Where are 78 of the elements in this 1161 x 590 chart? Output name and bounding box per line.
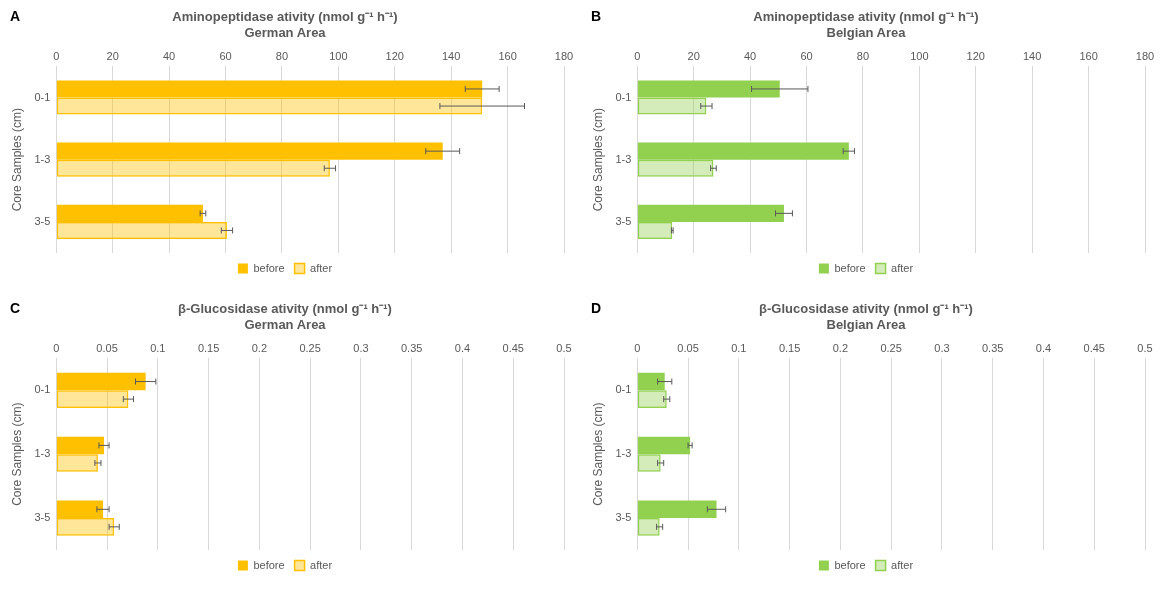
x-tick-label: 0.25 [299, 341, 321, 354]
y-tick-label: 0-1 [615, 90, 632, 103]
x-tick-label: 160 [498, 49, 517, 62]
x-tick-label: 40 [744, 49, 757, 62]
legend-label: before [834, 558, 866, 571]
x-tick-label: 100 [910, 49, 929, 62]
y-tick-label: 1-3 [34, 152, 51, 165]
x-tick-label: 180 [554, 49, 574, 62]
legend-label: before [253, 558, 285, 571]
x-tick-label: 20 [106, 49, 119, 62]
x-tick-label: 0.5 [1137, 341, 1153, 354]
legend-label: after [891, 558, 914, 571]
x-tick-label: 0 [53, 341, 60, 354]
x-tick-label: 0.35 [981, 341, 1004, 354]
legend-label: before [253, 261, 285, 274]
x-tick-label: 60 [219, 49, 232, 62]
chart-title: β-Glucosidase ativity (nmol g⁻¹ h⁻¹) [178, 301, 392, 317]
y-tick-label: 1-3 [615, 152, 632, 165]
text: C [10, 299, 21, 316]
x-tick-label: 0.45 [502, 341, 524, 354]
text: A [10, 7, 21, 24]
legend-label: after [891, 261, 914, 274]
x-tick-label: 0.1 [731, 341, 747, 354]
x-tick-label: 0 [634, 49, 641, 62]
y-tick-label: 3-5 [615, 214, 632, 227]
x-tick-label: 100 [329, 49, 348, 62]
x-tick-label: 160 [1079, 49, 1098, 62]
legend-label: before [834, 261, 866, 274]
x-tick-label: 0.05 [677, 341, 699, 354]
legend-label: after [310, 261, 333, 274]
chart-title: Aminopeptidase ativity (nmol g⁻¹ h⁻¹) [172, 9, 398, 25]
x-tick-label: 0.5 [556, 341, 572, 354]
y-tick-label: 3-5 [34, 214, 51, 227]
x-tick-label: 140 [442, 49, 461, 62]
chart-subtitle: Belgian Area [826, 316, 907, 332]
x-tick-label: 80 [275, 49, 289, 62]
chart-subtitle: Belgian Area [826, 24, 907, 40]
x-tick-label: 0.15 [778, 341, 801, 354]
x-tick-label: 0.05 [96, 341, 118, 354]
x-tick-label: 0.4 [1035, 341, 1052, 354]
x-tick-label: 180 [1135, 49, 1155, 62]
text: B [591, 7, 602, 24]
y-tick-label: 0-1 [34, 383, 51, 396]
chart-subtitle: German Area [244, 316, 327, 332]
x-tick-label: 0.15 [197, 341, 220, 354]
x-tick-label: 80 [856, 49, 870, 62]
y-axis-title: Core Samples (cm) [9, 108, 24, 212]
y-tick-label: 1-3 [34, 447, 51, 460]
y-axis-title: Core Samples (cm) [590, 108, 605, 212]
y-tick-label: 3-5 [34, 511, 51, 524]
x-tick-label: 120 [966, 49, 985, 62]
x-tick-label: 60 [800, 49, 813, 62]
y-tick-label: 3-5 [615, 511, 632, 524]
legend-label: after [310, 558, 333, 571]
chart-subtitle: German Area [244, 24, 327, 40]
x-tick-label: 0 [634, 341, 641, 354]
y-axis-title: Core Samples (cm) [9, 402, 24, 506]
x-tick-label: 40 [163, 49, 176, 62]
x-tick-label: 0.3 [353, 341, 369, 354]
y-tick-label: 0-1 [615, 383, 632, 396]
x-tick-label: 0.2 [251, 341, 268, 354]
x-tick-label: 0 [53, 49, 60, 62]
chart-title: Aminopeptidase ativity (nmol g⁻¹ h⁻¹) [753, 9, 979, 25]
x-tick-label: 0.4 [454, 341, 471, 354]
y-axis-title: Core Samples (cm) [590, 402, 605, 506]
x-tick-label: 0.2 [832, 341, 849, 354]
x-tick-label: 20 [687, 49, 700, 62]
x-tick-label: 0.1 [150, 341, 166, 354]
y-tick-label: 0-1 [34, 90, 51, 103]
y-tick-label: 1-3 [615, 447, 632, 460]
x-tick-label: 120 [385, 49, 404, 62]
x-tick-label: 0.35 [400, 341, 423, 354]
text: D [591, 299, 602, 316]
x-tick-label: 140 [1023, 49, 1042, 62]
x-tick-label: 0.45 [1083, 341, 1105, 354]
x-tick-label: 0.3 [934, 341, 950, 354]
x-tick-label: 0.25 [880, 341, 902, 354]
chart-title: β-Glucosidase ativity (nmol g⁻¹ h⁻¹) [759, 301, 973, 317]
